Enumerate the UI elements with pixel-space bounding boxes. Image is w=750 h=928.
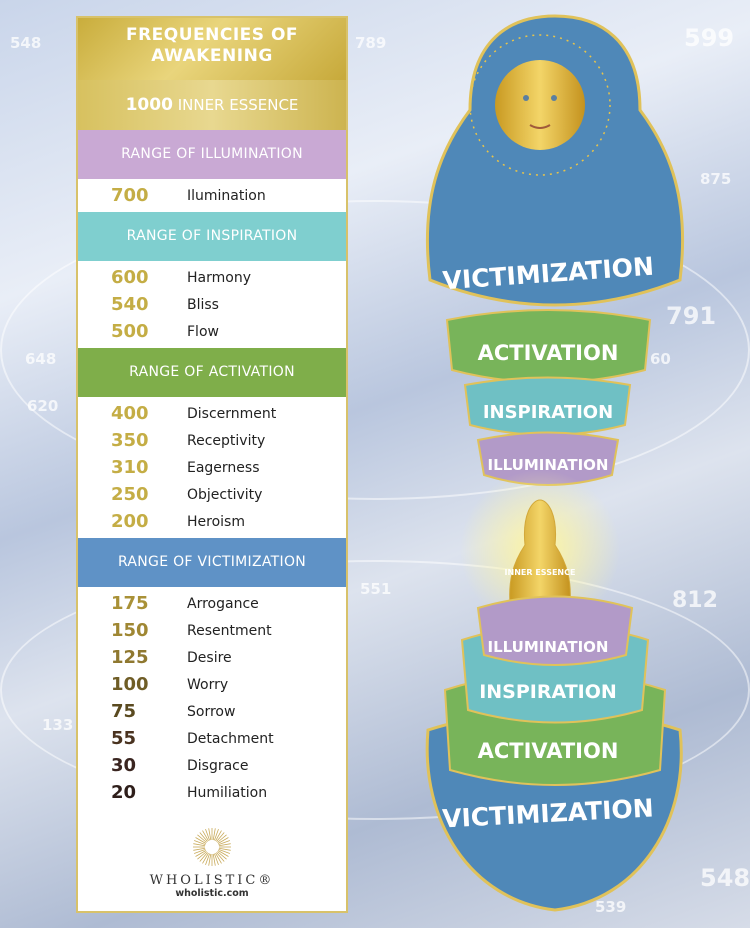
frequency-row: 350 Receptivity: [78, 427, 346, 454]
bg-number: 620: [27, 397, 59, 415]
wholistic-logo: WHOLISTIC® wholistic.com: [78, 827, 346, 899]
frequency-value: 75: [111, 701, 137, 722]
bottom-activation-label: ACTIVATION: [478, 739, 619, 763]
frequency-label: Disgrace: [187, 757, 249, 774]
frequency-row: 75 Sorrow: [78, 698, 346, 725]
bg-number: 548: [700, 864, 750, 892]
range-header: RANGE OF ACTIVATION: [78, 348, 346, 397]
frequency-label: Resentment: [187, 622, 272, 639]
inner-essence-row: 1000 INNER ESSENCE: [78, 80, 346, 130]
bg-number: 539: [595, 898, 627, 916]
ranges: RANGE OF ILLUMINATION 700 Ilumination RANGE…: [78, 130, 346, 809]
bg-number: 791: [666, 302, 717, 330]
frequency-row: 400 Discernment: [78, 400, 346, 427]
frequency-value: 700: [111, 185, 149, 206]
frequency-value: 150: [111, 620, 149, 641]
frequency-row: 540 Bliss: [78, 291, 346, 318]
frequency-row: 200 Heroism: [78, 508, 346, 535]
frequency-row: 310 Eagerness: [78, 454, 346, 481]
bg-number: 648: [25, 350, 57, 368]
frequency-label: Heroism: [187, 513, 245, 530]
frequency-label: Ilumination: [187, 187, 266, 204]
panel-title: FREQUENCIES OF AWAKENING: [125, 25, 299, 66]
bg-number: 599: [684, 24, 735, 52]
frequency-value: 400: [111, 403, 149, 424]
frequency-value: 310: [111, 457, 149, 478]
frequency-value: 540: [111, 294, 149, 315]
range-list: 600 Harmony 540 Bliss 500 Flow: [78, 261, 346, 348]
frequency-label: Flow: [187, 323, 219, 340]
frequency-label: Eagerness: [187, 459, 260, 476]
frequency-row: 125 Desire: [78, 644, 346, 671]
frequency-value: 175: [111, 593, 149, 614]
frequency-row: 20 Humiliation: [78, 779, 346, 806]
frequency-label: Humiliation: [187, 784, 268, 801]
bg-number: 789: [355, 34, 387, 52]
frequency-label: Bliss: [187, 296, 219, 313]
frequency-label: Detachment: [187, 730, 274, 747]
frequency-value: 250: [111, 484, 149, 505]
bg-number: 548: [10, 34, 42, 52]
bg-number: 551: [360, 580, 392, 598]
frequency-label: Arrogance: [187, 595, 259, 612]
frequency-value: 30: [111, 755, 137, 776]
frequency-label: Discernment: [187, 405, 277, 422]
inner-essence-label: INNER ESSENCE: [177, 96, 299, 114]
light-streak: [0, 200, 750, 500]
sunburst-icon: [193, 828, 231, 866]
frequency-label: Worry: [187, 676, 229, 693]
light-streak: [0, 560, 750, 820]
sun-face: [469, 34, 611, 176]
bg-number: 133: [42, 716, 74, 734]
bg-number: 60: [650, 350, 671, 368]
frequency-row: 175 Arrogance: [78, 590, 346, 617]
range-list: 400 Discernment 350 Receptivity 310 Eagerness…: [78, 397, 346, 538]
frequency-value: 55: [111, 728, 137, 749]
bg-number: 812: [672, 588, 718, 613]
brand-url: wholistic.com: [175, 888, 249, 899]
bg-number: 875: [700, 170, 732, 188]
top-doll-body: [425, 14, 685, 307]
range-list: 700 Ilumination: [78, 179, 346, 212]
frequency-label: Receptivity: [187, 432, 266, 449]
frequency-row: 500 Flow: [78, 318, 346, 345]
bottom-illumination-shell: [476, 595, 634, 666]
frequency-row: 600 Harmony: [78, 264, 346, 291]
frequencies-panel: FREQUENCIES OF AWAKENING 1000 INNER ESSE…: [76, 16, 348, 913]
range-header: RANGE OF VICTIMIZATION: [78, 538, 346, 587]
frequency-label: Objectivity: [187, 486, 263, 503]
frequency-row: 150 Resentment: [78, 617, 346, 644]
frequency-value: 20: [111, 782, 137, 803]
range-header: RANGE OF INSPIRATION: [78, 212, 346, 261]
inner-essence-value: 1000: [125, 95, 173, 115]
frequency-row: 100 Worry: [78, 671, 346, 698]
frequency-row: 55 Detachment: [78, 725, 346, 752]
inspiration-band: [463, 376, 632, 436]
frequency-row: 30 Disgrace: [78, 752, 346, 779]
inner-essence-doll: [509, 499, 571, 621]
frequency-value: 200: [111, 511, 149, 532]
frequency-label: Desire: [187, 649, 232, 666]
frequency-value: 125: [111, 647, 149, 668]
frequency-value: 600: [111, 267, 149, 288]
frequency-value: 500: [111, 321, 149, 342]
top-activation-label: ACTIVATION: [478, 341, 619, 365]
range-header: RANGE OF ILLUMINATION: [78, 130, 346, 179]
frequency-row: 700 Ilumination: [78, 182, 346, 209]
bottom-inspiration-label: INSPIRATION: [479, 681, 617, 703]
frequency-row: 250 Objectivity: [78, 481, 346, 508]
range-list: 175 Arrogance 150 Resentment 125 Desire 100 Wor…: [78, 587, 346, 809]
brand-name: WHOLISTIC®: [149, 873, 275, 888]
frequency-value: 100: [111, 674, 149, 695]
top-inspiration-label: INSPIRATION: [483, 402, 613, 423]
bottom-illumination-label: ILLUMINATION: [488, 638, 609, 656]
inner-essence-doll-label: INNER ESSENCE: [505, 568, 576, 577]
frequency-label: Harmony: [187, 269, 251, 286]
top-illumination-label: ILLUMINATION: [488, 456, 609, 474]
title-bar: FREQUENCIES OF AWAKENING: [78, 18, 346, 80]
frequency-value: 350: [111, 430, 149, 451]
frequency-label: Sorrow: [187, 703, 236, 720]
